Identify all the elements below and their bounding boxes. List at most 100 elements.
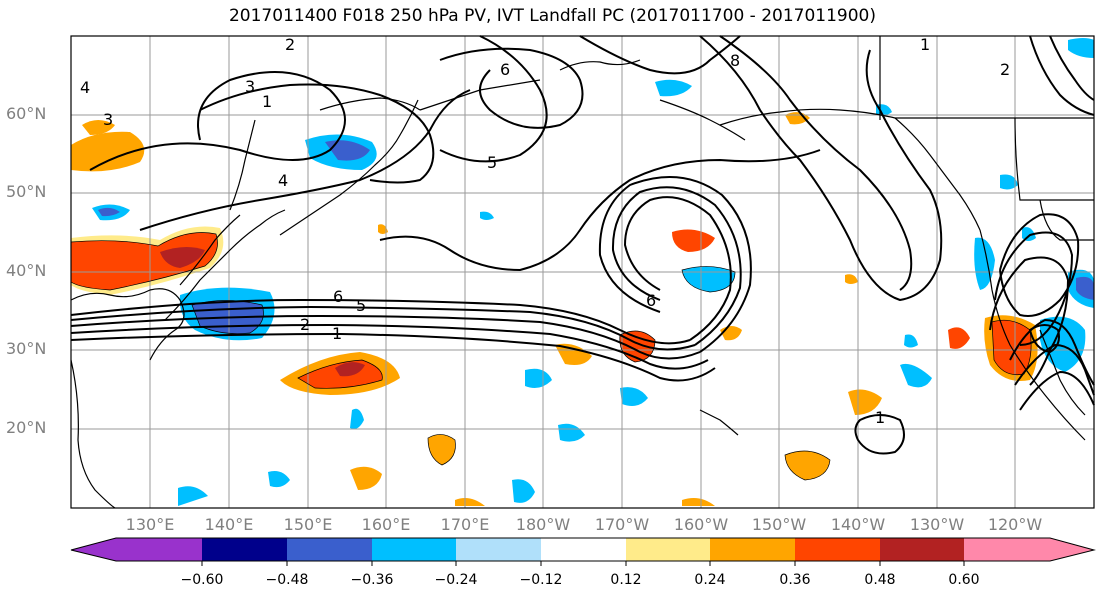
negative-anomaly-region	[1000, 174, 1018, 190]
colorbar-tick-label: 0.48	[864, 572, 896, 588]
contour-label: 1	[262, 92, 272, 111]
contour-label: 6	[646, 291, 656, 310]
lon-label: 140°E	[204, 515, 254, 534]
colorbar-tick-label: −0.36	[350, 572, 394, 588]
negative-anomaly-region	[268, 471, 290, 488]
positive-anomaly-region	[672, 229, 715, 252]
colorbar-tick-label: −0.48	[265, 572, 309, 588]
colorbar-swatch	[71, 538, 116, 561]
gridlines	[71, 36, 1094, 508]
negative-anomaly-region	[682, 266, 735, 292]
positive-anomaly-region	[428, 434, 456, 465]
negative-anomaly-region	[655, 79, 692, 97]
coastlines	[70, 36, 1094, 509]
contour-label: 3	[103, 110, 113, 129]
colorbar-swatch	[710, 538, 795, 561]
colorbar-swatch	[372, 538, 456, 561]
map-border	[70, 35, 1095, 509]
negative-anomaly-region	[1022, 227, 1036, 241]
lon-label: 130°E	[125, 515, 175, 534]
positive-anomaly-region	[845, 274, 858, 284]
colorbar-swatch	[456, 538, 541, 561]
negative-anomaly-region	[1076, 276, 1094, 300]
colorbar-tick-label: −0.24	[434, 572, 478, 588]
contour-label: 5	[356, 296, 366, 315]
colorbar-tick-label: −0.12	[519, 572, 563, 588]
contour-label: 6	[333, 287, 343, 306]
lon-label: 120°W	[987, 515, 1043, 534]
colorbar-tick-label: −0.60	[180, 572, 224, 588]
negative-anomaly-region	[1068, 38, 1094, 58]
lon-label: 170°W	[594, 515, 650, 534]
colorbar-swatch	[880, 538, 964, 561]
positive-anomaly-region	[455, 498, 485, 506]
lon-label: 160°E	[361, 515, 411, 534]
negative-anomaly-region	[558, 423, 585, 442]
map-title: 2017011400 F018 250 hPa PV, IVT Landfall…	[228, 6, 876, 26]
lat-label: 50°N	[6, 182, 47, 201]
negative-anomaly-region	[178, 486, 208, 506]
positive-anomaly-region	[785, 451, 830, 480]
colorbar-swatch	[287, 538, 372, 561]
colorbar	[70, 537, 1096, 566]
lon-label: 150°W	[751, 515, 807, 534]
contour-label: 2	[285, 35, 295, 54]
positive-anomaly-region	[71, 131, 145, 172]
lat-label: 60°N	[6, 104, 47, 123]
colorbar-tick-label: 0.60	[948, 572, 980, 588]
negative-anomaly-region	[900, 363, 932, 388]
contour-label: 1	[332, 324, 342, 343]
lon-label: 150°E	[283, 515, 333, 534]
colorbar-swatch	[541, 538, 626, 561]
negative-anomaly-region	[480, 211, 494, 220]
contour-label: 8	[730, 51, 740, 70]
colorbar-swatch	[116, 538, 202, 561]
contour-label: 4	[80, 78, 90, 97]
negative-anomaly-region	[325, 140, 370, 161]
colorbar-swatch	[202, 538, 287, 561]
contour-label: 1	[875, 408, 885, 427]
colorbar-swatch	[964, 538, 1050, 561]
lat-label: 40°N	[6, 261, 47, 280]
lon-label: 170°E	[440, 515, 490, 534]
positive-anomaly-region	[82, 120, 115, 135]
colorbar-swatch	[626, 538, 710, 561]
positive-anomaly-region	[555, 343, 592, 365]
colorbar-swatch	[1050, 538, 1094, 561]
negative-anomaly-region	[512, 479, 535, 503]
lon-label: 180°W	[515, 515, 571, 534]
positive-anomaly-region	[350, 466, 382, 490]
lon-label: 160°W	[673, 515, 729, 534]
contour-label: 4	[278, 171, 288, 190]
lon-label: 140°W	[830, 515, 886, 534]
positive-anomaly-region	[948, 327, 970, 349]
colorbar-tick-label: 0.36	[779, 572, 811, 588]
contour-labels: 2 3 1 4 5 6 6 5 2 1 6 1 8 4 3 2 1	[80, 35, 1010, 427]
contour-label: 3	[245, 77, 255, 96]
negative-anomaly-region	[350, 408, 364, 429]
lon-label: 130°W	[909, 515, 965, 534]
contour-label: 1	[920, 35, 930, 54]
colorbar-tick-label: 0.12	[610, 572, 642, 588]
lat-label: 30°N	[6, 339, 47, 358]
contour-label: 6	[500, 60, 510, 79]
negative-anomaly-region	[98, 207, 120, 217]
colorbar-tick-label: 0.24	[694, 572, 726, 588]
negative-anomaly-region	[620, 387, 648, 406]
contour-label: 2	[1000, 60, 1010, 79]
shading-outlines	[70, 232, 1032, 481]
contour-label: 5	[487, 153, 497, 172]
colorbar-swatch	[795, 538, 880, 561]
positive-anomaly-region	[160, 246, 205, 268]
colorbar-outline	[70, 537, 1096, 562]
positive-anomaly-region	[848, 389, 882, 415]
lat-label: 20°N	[6, 418, 47, 437]
negative-anomaly-region	[525, 368, 552, 388]
positive-anomaly-region	[71, 232, 218, 290]
positive-anomaly-region	[335, 362, 365, 377]
positive-anomaly-region	[682, 498, 715, 506]
contour-label: 2	[300, 315, 310, 334]
negative-anomaly-region	[904, 334, 918, 348]
pv-contours	[70, 35, 1095, 455]
